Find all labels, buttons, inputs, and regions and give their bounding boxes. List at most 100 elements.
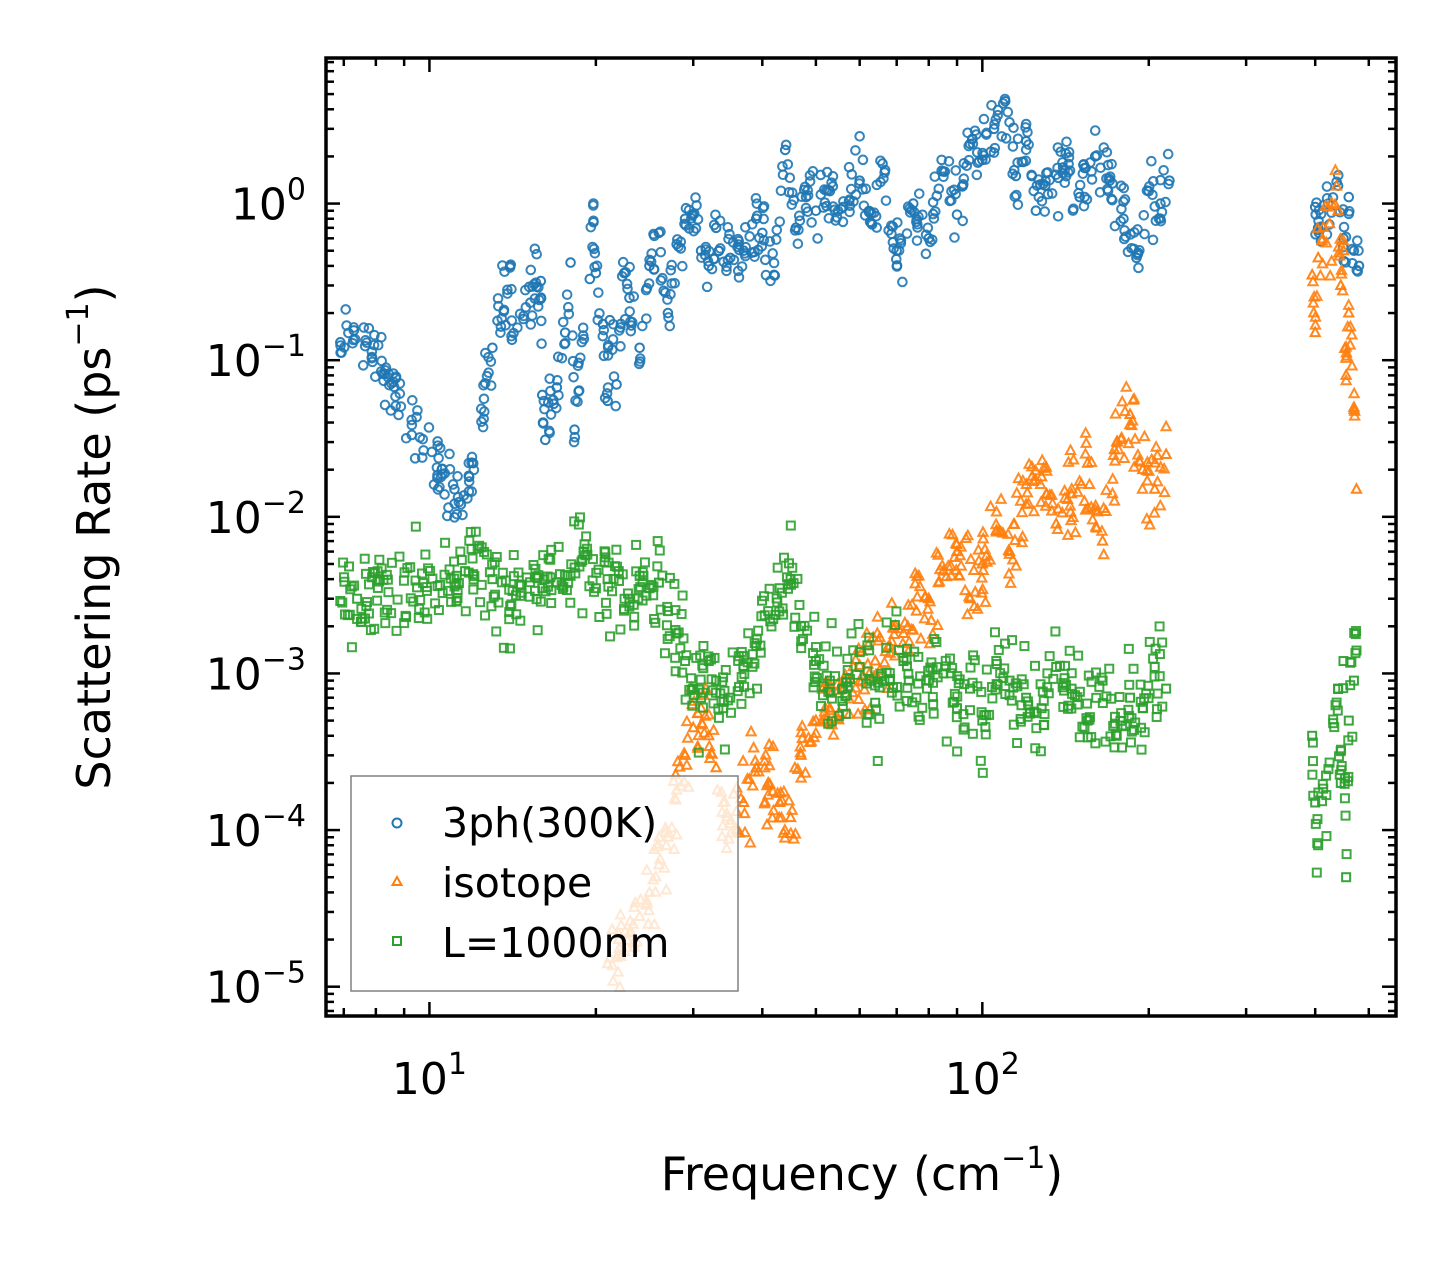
data-point-square [608,573,619,584]
data-point-circle [819,197,831,208]
data-point-triangle [1159,447,1173,459]
data-point-square [1311,867,1322,878]
data-point-circle [1146,155,1157,167]
data-point-triangle [921,602,935,614]
data-point-triangle [1347,386,1361,399]
data-point-circle [499,266,510,278]
data-point-circle [1106,158,1117,170]
data-point-square [600,547,611,558]
data-point-circle [1155,174,1166,186]
data-point-square [1066,668,1077,679]
data-point-circle [628,291,640,302]
data-point-square [394,551,405,562]
data-point-square [392,594,403,605]
data-point-triangle [958,583,972,596]
data-point-triangle [1149,440,1163,452]
data-point-triangle [773,795,786,807]
data-point-square [491,626,502,637]
data-point-square [739,668,750,679]
data-point-triangle [1008,517,1021,529]
data-point-circle [594,308,605,319]
data-point-square [1313,787,1324,798]
data-point-triangle [868,653,882,666]
data-point-square [1091,667,1102,678]
data-point-square [1157,701,1168,712]
data-point-square [1320,770,1331,781]
data-point-square [1342,776,1353,787]
data-point-circle [340,304,352,315]
data-point-triangle [906,623,920,635]
data-point-square [1116,708,1127,719]
data-point-triangle [1328,197,1342,210]
data-point-circle [1059,177,1071,189]
data-point-triangle [1115,430,1128,443]
data-point-square [1139,727,1150,738]
data-point-square [808,648,819,659]
data-point-triangle [1029,472,1042,485]
data-point-circle [624,261,635,273]
data-point-circle [366,346,378,357]
data-point-square [675,643,686,654]
data-point-triangle [1309,318,1322,330]
data-point-triangle [954,558,968,571]
data-point-square [826,716,837,727]
data-point-square [1343,715,1354,726]
data-point-square [968,650,979,661]
data-point-square [391,625,402,636]
data-point-square [788,578,799,589]
data-point-square [670,652,681,663]
data-point-square [476,579,487,590]
data-point-square [736,698,747,709]
data-point-triangle [806,714,820,727]
data-point-triangle [994,524,1008,537]
data-point-square [559,570,570,581]
data-point-circle [466,486,478,497]
data-point-square [574,512,585,523]
y-tick-label: 10−2 [206,486,306,544]
data-point-square [601,608,612,619]
data-point-triangle [1317,220,1330,232]
data-point-circle [815,189,827,200]
data-point-square [1110,729,1121,740]
data-point-circle [525,319,537,330]
data-point-square [589,586,600,597]
data-point-triangle [785,803,799,815]
data-point-circle [537,418,549,429]
data-point-circle [542,397,554,408]
data-point-square [1039,709,1050,720]
data-point-triangle [763,758,776,771]
data-point-circle [588,243,600,255]
data-point-triangle [738,806,751,819]
data-point-circle [502,284,513,296]
data-point-triangle [686,720,700,733]
data-point-circle [569,431,581,443]
data-point-square [975,755,986,766]
data-point-triangle [1323,268,1337,281]
data-point-square [337,597,348,608]
data-point-triangle [1336,233,1350,245]
data-point-circle [913,188,925,199]
data-point-square [809,659,820,670]
data-point-square [646,579,657,590]
data-point-square [470,526,481,537]
data-point-square [1123,643,1134,654]
data-point-square [1332,705,1343,716]
data-point-square [452,593,463,604]
data-point-square [1104,663,1115,674]
data-point-square [652,561,663,572]
data-point-circle [544,427,555,439]
data-point-square [1350,629,1361,640]
data-point-triangle [1051,522,1064,534]
data-point-square [927,664,938,675]
data-point-triangle [1022,457,1036,469]
data-point-triangle [802,730,815,743]
data-point-square [380,618,391,629]
data-point-triangle [760,817,774,830]
data-point-circle [466,451,478,463]
data-point-square [913,651,924,662]
data-point-square [1336,744,1347,755]
data-point-triangle [1126,393,1140,405]
data-point-square [1064,645,1075,656]
data-point-triangle [1079,436,1093,448]
